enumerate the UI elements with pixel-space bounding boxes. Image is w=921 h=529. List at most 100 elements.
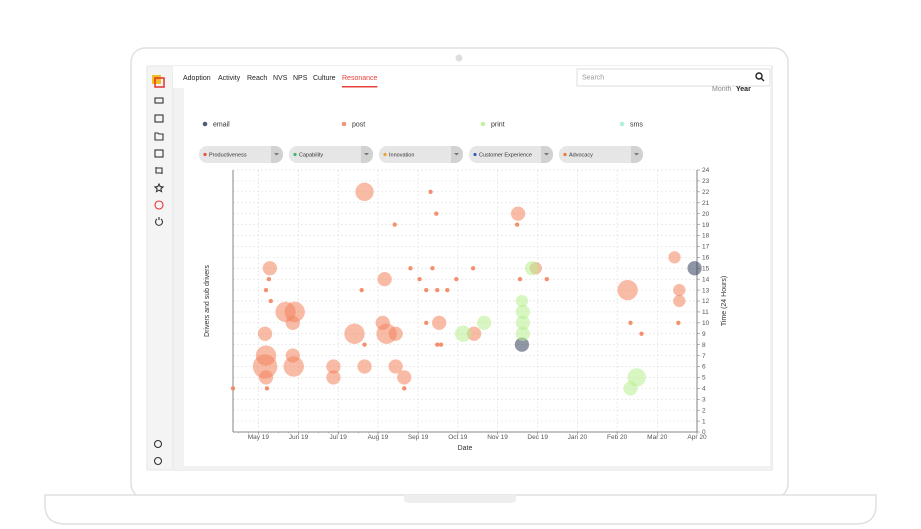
- nav-tab[interactable]: NVS: [273, 75, 288, 82]
- search-placeholder[interactable]: Search: [582, 74, 604, 81]
- period-year[interactable]: Year: [736, 86, 751, 93]
- legend-label[interactable]: email: [213, 121, 230, 128]
- icon-globe[interactable]: [154, 200, 164, 210]
- bubble[interactable]: [359, 287, 364, 293]
- bubble[interactable]: [264, 386, 270, 391]
- legend-dot[interactable]: [619, 121, 625, 127]
- bubble[interactable]: [470, 266, 476, 271]
- bubble[interactable]: [515, 326, 531, 341]
- bubble[interactable]: [687, 261, 702, 276]
- bubble[interactable]: [257, 326, 273, 341]
- filter-label[interactable]: Advocacy: [569, 152, 593, 158]
- nav-tab[interactable]: Adoption: [183, 75, 211, 82]
- bubble[interactable]: [673, 283, 686, 297]
- bubble[interactable]: [392, 222, 397, 227]
- bubble[interactable]: [445, 287, 450, 293]
- period-month[interactable]: Month: [712, 86, 732, 93]
- icon-crop[interactable]: [155, 167, 163, 174]
- filter-dropdown[interactable]: [289, 146, 373, 163]
- bubble[interactable]: [428, 189, 433, 195]
- icon-settings[interactable]: [153, 456, 163, 466]
- bubble[interactable]: [357, 359, 372, 374]
- bubble[interactable]: [438, 342, 444, 347]
- nav-tab[interactable]: NPS: [293, 75, 308, 82]
- legend-dot[interactable]: [341, 121, 347, 127]
- nav-tab[interactable]: Culture: [313, 75, 336, 82]
- bubble[interactable]: [424, 320, 429, 326]
- bubble[interactable]: [514, 222, 520, 227]
- bubble[interactable]: [268, 298, 274, 304]
- filter-label[interactable]: Innovation: [389, 152, 414, 158]
- legend-label[interactable]: print: [491, 121, 505, 128]
- filter-label[interactable]: Productiveness: [209, 152, 247, 158]
- icon-calendar[interactable]: [154, 149, 164, 158]
- legend-dot[interactable]: [480, 121, 486, 127]
- nav-tab[interactable]: Reach: [247, 75, 267, 82]
- icon-folder[interactable]: [154, 132, 164, 141]
- filter-label[interactable]: Customer Experience: [479, 152, 532, 158]
- filter-dropdown[interactable]: [199, 146, 283, 163]
- sidebar-icons[interactable]: [153, 97, 165, 466]
- bubble[interactable]: [377, 271, 392, 287]
- bubble[interactable]: [285, 315, 301, 331]
- bubble[interactable]: [258, 370, 274, 385]
- bubble[interactable]: [388, 326, 403, 341]
- filter-arrow[interactable]: [634, 153, 639, 156]
- filter-arrow[interactable]: [544, 153, 549, 156]
- filter-arrow[interactable]: [454, 153, 459, 156]
- legend-label[interactable]: post: [352, 121, 365, 128]
- bubble[interactable]: [408, 266, 413, 271]
- bubble[interactable]: [676, 320, 681, 326]
- bubble[interactable]: [424, 287, 429, 293]
- bubble[interactable]: [283, 356, 305, 377]
- bubble[interactable]: [266, 276, 272, 282]
- filter-label[interactable]: Capability: [299, 152, 323, 158]
- filter-arrow[interactable]: [364, 153, 369, 156]
- x-tick-label: Nov 19: [487, 434, 508, 441]
- search-icon[interactable]: [755, 72, 765, 82]
- bubble[interactable]: [435, 342, 440, 347]
- icon-help[interactable]: [153, 439, 163, 449]
- bubble[interactable]: [639, 331, 644, 336]
- bubble[interactable]: [628, 320, 633, 326]
- bubble[interactable]: [417, 276, 422, 282]
- bubble[interactable]: [668, 251, 681, 264]
- legend-dot[interactable]: [202, 121, 208, 127]
- bubble[interactable]: [263, 287, 269, 293]
- bubble[interactable]: [434, 211, 439, 216]
- bubble[interactable]: [524, 261, 540, 276]
- filter-dropdown[interactable]: [559, 146, 643, 163]
- bubble[interactable]: [431, 315, 447, 331]
- bubble[interactable]: [544, 276, 550, 282]
- bubble[interactable]: [454, 325, 472, 342]
- filter-dropdown[interactable]: [379, 146, 463, 163]
- bubble[interactable]: [344, 323, 365, 344]
- bubble[interactable]: [510, 206, 526, 221]
- bubble[interactable]: [435, 287, 440, 293]
- bubble[interactable]: [396, 370, 412, 385]
- nav-tab[interactable]: Activity: [218, 75, 241, 82]
- icon-star[interactable]: [153, 182, 165, 193]
- icon-grid[interactable]: [154, 114, 164, 123]
- bubble[interactable]: [617, 279, 638, 301]
- bubble[interactable]: [454, 276, 459, 282]
- bubble[interactable]: [476, 315, 492, 331]
- bubble[interactable]: [230, 386, 236, 391]
- icon-monitor[interactable]: [154, 97, 164, 104]
- filter-arrow[interactable]: [274, 153, 279, 156]
- search-box[interactable]: [576, 68, 771, 87]
- nav-tab[interactable]: Resonance: [342, 75, 378, 82]
- bubble[interactable]: [326, 370, 341, 385]
- filter-dropdown[interactable]: [469, 146, 553, 163]
- bubble[interactable]: [517, 276, 523, 282]
- bubble[interactable]: [388, 359, 403, 374]
- icon-power[interactable]: [154, 217, 164, 226]
- legend-label[interactable]: sms: [630, 121, 643, 128]
- bubble[interactable]: [355, 182, 374, 202]
- bubble[interactable]: [262, 261, 278, 276]
- bubble[interactable]: [673, 294, 686, 308]
- bubble[interactable]: [623, 381, 638, 396]
- bubble[interactable]: [430, 266, 435, 271]
- bubble[interactable]: [362, 342, 367, 347]
- bubble[interactable]: [401, 386, 407, 391]
